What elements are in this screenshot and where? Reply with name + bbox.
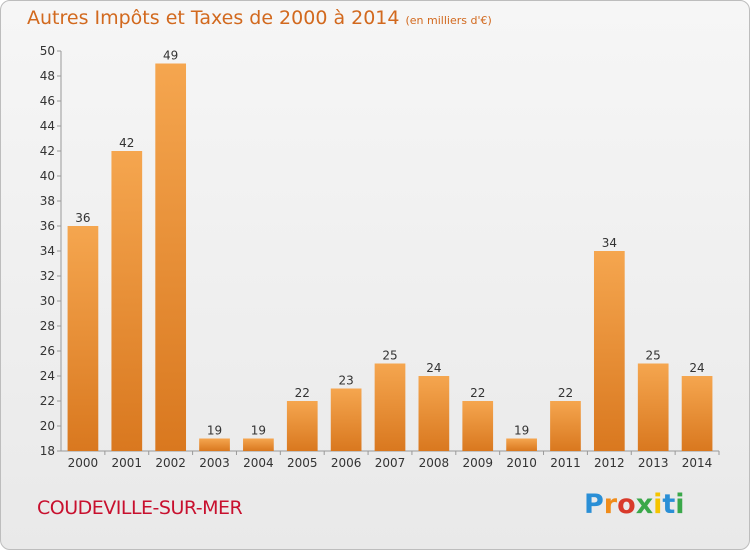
bar (330, 388, 362, 451)
bar (418, 376, 450, 451)
data-label: 22 (558, 386, 573, 400)
data-label: 22 (470, 386, 485, 400)
bar (550, 401, 581, 451)
data-label: 19 (207, 424, 222, 438)
bar (681, 376, 713, 451)
logo-letter: x (635, 489, 654, 520)
data-label: 19 (251, 424, 266, 438)
x-tick-label: 2004 (243, 456, 274, 470)
y-tick-label: 26 (40, 344, 55, 358)
bar (155, 63, 187, 451)
x-tick-label: 2013 (638, 456, 669, 470)
x-tick-label: 2002 (155, 456, 186, 470)
x-tick-label: 2005 (287, 456, 318, 470)
bar (67, 226, 99, 451)
bar (593, 251, 625, 451)
data-label: 24 (689, 361, 704, 375)
x-tick-label: 2006 (331, 456, 362, 470)
x-tick-label: 2003 (199, 456, 230, 470)
y-tick-label: 22 (40, 394, 55, 408)
bar (199, 438, 230, 451)
y-tick-label: 30 (40, 294, 55, 308)
x-tick-label: 2010 (506, 456, 537, 470)
logo-letter: r (603, 489, 618, 520)
bar (374, 363, 406, 451)
y-tick-label: 48 (40, 69, 55, 83)
city-name: COUDEVILLE-SUR-MER (37, 497, 243, 519)
data-label: 23 (338, 374, 353, 388)
y-tick-label: 24 (40, 369, 55, 383)
logo-letter: P (584, 489, 604, 520)
y-tick-label: 40 (40, 169, 55, 183)
bar (243, 438, 274, 451)
x-tick-label: 2001 (112, 456, 143, 470)
chart-subtitle: (en milliers d'€) (405, 14, 492, 27)
y-tick-label: 44 (40, 119, 55, 133)
x-tick-label: 2012 (594, 456, 625, 470)
x-tick-label: 2014 (682, 456, 713, 470)
bar (111, 151, 143, 451)
data-label: 24 (426, 361, 441, 375)
proxiti-logo: Proxiti (584, 489, 685, 520)
bar (286, 401, 318, 451)
logo-letter: i (653, 489, 663, 520)
chart-title-text: Autres Impôts et Taxes de 2000 à 2014 (27, 7, 400, 29)
y-tick-label: 28 (40, 319, 55, 333)
y-tick-label: 20 (40, 419, 55, 433)
y-tick-label: 36 (40, 219, 55, 233)
bars (67, 63, 713, 451)
y-tick-label: 50 (40, 44, 55, 58)
y-tick-label: 18 (40, 444, 55, 458)
chart-title: Autres Impôts et Taxes de 2000 à 2014 (en… (27, 7, 492, 29)
x-tick-label: 2008 (419, 456, 450, 470)
logo-letter: o (617, 489, 636, 520)
bar (506, 438, 537, 451)
y-tick-label: 34 (40, 244, 55, 258)
bar (462, 401, 494, 451)
data-label: 34 (602, 236, 617, 250)
x-tick-label: 2011 (550, 456, 581, 470)
data-label: 22 (295, 386, 310, 400)
x-tick-label: 2009 (462, 456, 493, 470)
y-tick-label: 46 (40, 94, 55, 108)
x-tick-label: 2000 (68, 456, 99, 470)
y-tick-label: 38 (40, 194, 55, 208)
data-label: 19 (514, 424, 529, 438)
y-tick-label: 42 (40, 144, 55, 158)
y-tick-label: 32 (40, 269, 55, 283)
data-label: 36 (75, 211, 90, 225)
logo-letter: i (675, 489, 685, 520)
data-label: 25 (382, 349, 397, 363)
data-label: 49 (163, 49, 178, 63)
logo-letter: t (662, 489, 676, 520)
labels: 36 42 49 19 19 22 23 25 24 22 19 22 34 25 24 (75, 49, 704, 438)
data-label: 42 (119, 136, 134, 150)
data-label: 25 (646, 349, 661, 363)
bar (637, 363, 669, 451)
x-tick-label: 2007 (375, 456, 406, 470)
